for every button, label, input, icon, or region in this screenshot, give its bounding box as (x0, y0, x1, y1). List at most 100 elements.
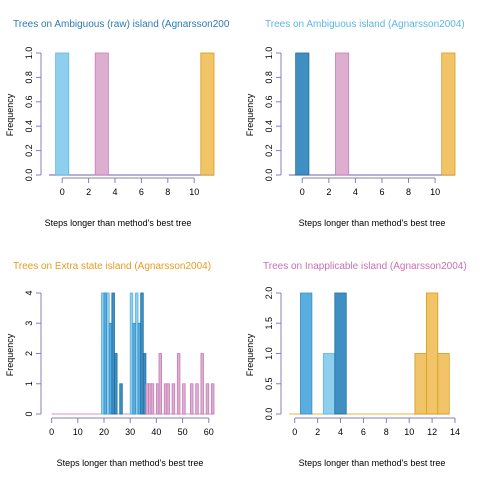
x-tick-label: 4 (112, 187, 117, 197)
panel-ambiguous-raw: Trees on Ambiguous (raw) island (Agnarss… (5, 19, 230, 228)
histogram-bar (322, 353, 336, 415)
x-tick-label: 0 (49, 427, 54, 437)
y-tick-label: 0.6 (24, 96, 34, 109)
axes-group: 0.0 0.5 1.0 1.5 2.0 0 2 4 6 8 10 12 14 (264, 287, 460, 437)
x-tick-label: 0 (60, 187, 65, 197)
y-tick-label: 3 (24, 321, 34, 326)
x-tick-label: 10 (404, 427, 414, 437)
panel-title: Trees on Extra state island (Agnarsson20… (13, 261, 211, 272)
y-tick-label: 0.4 (24, 120, 34, 133)
histogram-bar (210, 383, 215, 415)
y-tick-label: 0.2 (264, 144, 274, 157)
panel-title: Trees on Ambiguous island (Agnarsson2004… (265, 19, 465, 30)
histogram-bar (158, 353, 163, 415)
y-axis-label: Frequency (245, 333, 255, 376)
histogram-bar (334, 292, 347, 415)
histogram-bar (425, 292, 439, 415)
x-axis-label: Steps longer than method's best tree (299, 458, 446, 468)
x-tick-label: 60 (204, 427, 214, 437)
y-tick-label: 0.6 (264, 96, 274, 109)
histogram-bar (300, 292, 313, 415)
histogram-bar (437, 353, 450, 415)
histogram-bar (150, 383, 155, 415)
histogram-bar (190, 383, 194, 415)
histogram-bar (132, 322, 136, 415)
x-tick-label: 30 (125, 427, 135, 437)
y-tick-label: 0.4 (264, 120, 274, 133)
bars-group (51, 292, 215, 415)
histogram-bar (335, 52, 350, 176)
x-tick-label: 8 (165, 187, 170, 197)
histogram-bar (200, 52, 215, 176)
y-tick-label: 2.0 (264, 287, 274, 300)
axes-group: 0.0 0.2 0.4 0.6 0.8 1.0 0 2 4 6 8 10 (264, 47, 440, 197)
histogram-bar (176, 353, 181, 415)
panel-title: Trees on Ambiguous (raw) island (Agnarss… (13, 19, 230, 30)
y-axis-label: Frequency (245, 93, 255, 136)
y-tick-label: 0.0 (264, 408, 274, 421)
bars-group (289, 292, 450, 415)
y-axis-label: Frequency (5, 93, 15, 136)
y-tick-label: 0.0 (264, 169, 274, 182)
histogram-bar (55, 52, 70, 176)
x-tick-label: 4 (353, 187, 358, 197)
histogram-bar (114, 353, 118, 415)
y-tick-label: 1.0 (264, 347, 274, 360)
panel-inapplicable: Trees on Inapplicable island (Agnarsson2… (245, 261, 467, 468)
x-tick-label: 10 (430, 187, 440, 197)
x-tick-label: 50 (178, 427, 188, 437)
y-tick-label: 1.0 (24, 47, 34, 60)
x-tick-label: 10 (189, 187, 199, 197)
y-tick-label: 2 (24, 351, 34, 356)
x-tick-label: 12 (427, 427, 437, 437)
histogram-bar (295, 52, 310, 176)
panel-ambiguous: Trees on Ambiguous island (Agnarsson2004… (245, 19, 465, 228)
x-tick-label: 0 (300, 187, 305, 197)
y-tick-label: 0.8 (24, 71, 34, 84)
axes-group: 0.0 0.2 0.4 0.6 0.8 1.0 0 2 4 6 8 10 (24, 47, 199, 197)
x-tick-label: 0 (292, 427, 297, 437)
y-tick-label: 4 (24, 290, 34, 295)
y-tick-label: 0.5 (264, 377, 274, 390)
x-tick-label: 2 (315, 427, 320, 437)
y-axis-label: Frequency (5, 333, 15, 376)
histogram-bar (103, 292, 108, 415)
panel-extra-state: Trees on Extra state island (Agnarsson20… (5, 261, 215, 468)
histogram-bar (119, 383, 123, 415)
y-tick-label: 0.0 (24, 169, 34, 182)
x-tick-label: 2 (326, 187, 331, 197)
x-tick-label: 4 (338, 427, 343, 437)
x-tick-label: 14 (450, 427, 460, 437)
y-tick-label: 0 (24, 411, 34, 416)
x-axis-label: Steps longer than method's best tree (57, 458, 204, 468)
histogram-bar (166, 383, 170, 415)
bars-group (49, 52, 215, 176)
histogram-bar (414, 353, 427, 415)
y-tick-label: 0.8 (264, 71, 274, 84)
x-tick-label: 10 (73, 427, 83, 437)
bars-group (289, 52, 456, 176)
histogram-bar (441, 52, 456, 176)
histogram-bar (195, 383, 199, 415)
histogram-bar (200, 353, 204, 415)
x-axis-label: Steps longer than method's best tree (45, 218, 192, 228)
x-axis-label: Steps longer than method's best tree (299, 218, 446, 228)
x-tick-label: 8 (406, 187, 411, 197)
histogram-bar (171, 383, 176, 415)
y-tick-label: 1 (24, 381, 34, 386)
histogram-bar (94, 52, 109, 176)
y-tick-label: 0.2 (24, 144, 34, 157)
panel-title: Trees on Inapplicable island (Agnarsson2… (263, 261, 467, 272)
x-tick-label: 6 (379, 187, 384, 197)
histogram-bar (205, 383, 210, 415)
x-tick-label: 2 (86, 187, 91, 197)
x-tick-label: 6 (361, 427, 366, 437)
y-tick-label: 1.0 (264, 47, 274, 60)
x-tick-label: 40 (151, 427, 161, 437)
x-tick-label: 8 (384, 427, 389, 437)
x-tick-label: 6 (139, 187, 144, 197)
y-tick-label: 1.5 (264, 317, 274, 330)
x-tick-label: 20 (99, 427, 109, 437)
